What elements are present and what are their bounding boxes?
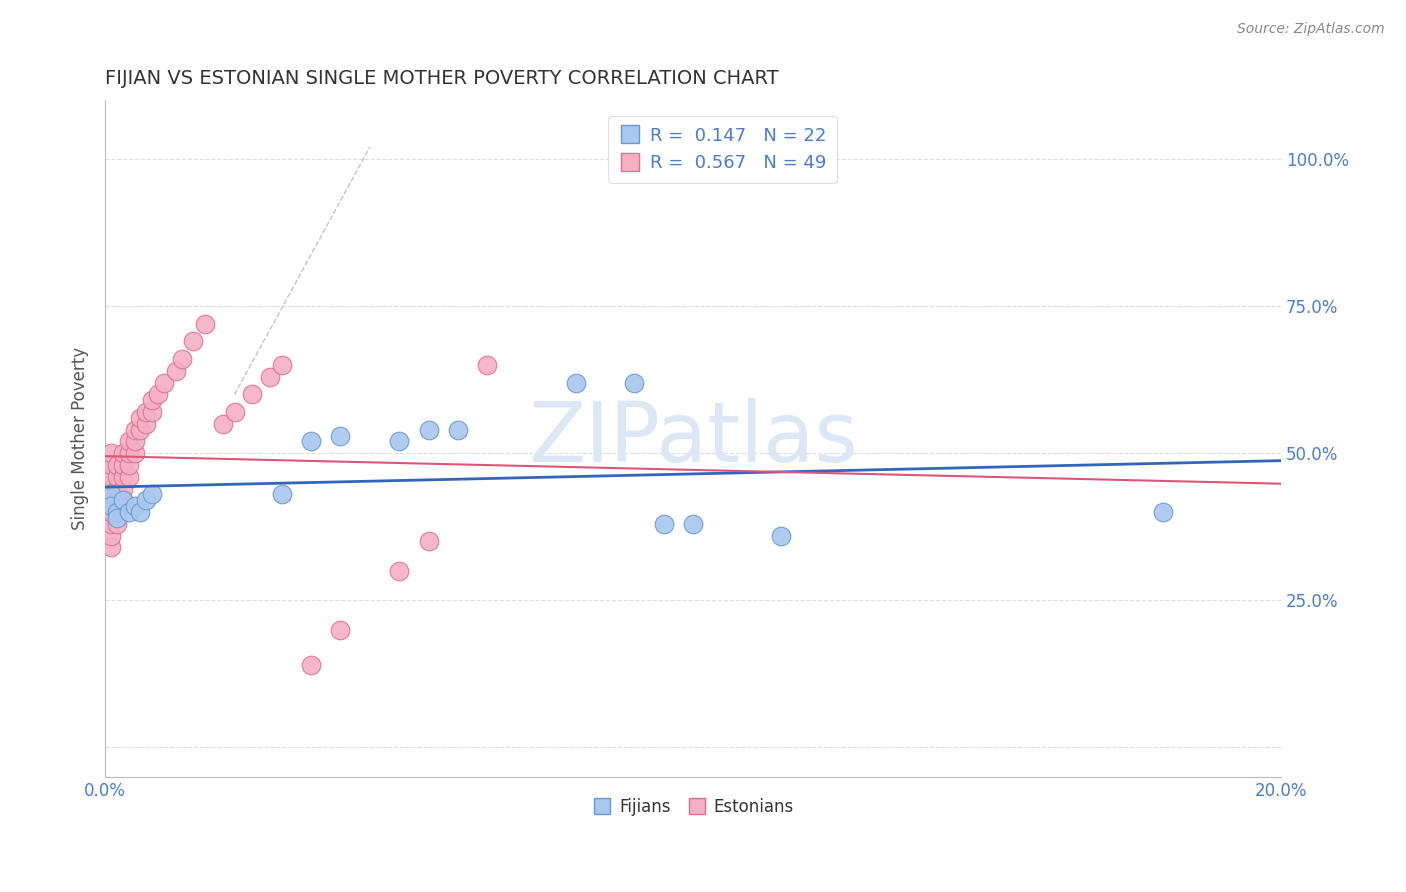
Point — [100, 469, 122, 483]
Point — [111, 458, 134, 472]
Point — [111, 493, 134, 508]
Point — [146, 387, 169, 401]
Point — [270, 487, 292, 501]
Point — [111, 446, 134, 460]
Point — [194, 317, 217, 331]
Point — [118, 434, 141, 449]
Point — [183, 334, 205, 349]
Point — [124, 423, 146, 437]
Point — [165, 364, 187, 378]
Point — [224, 405, 246, 419]
Point — [124, 446, 146, 460]
Point — [105, 511, 128, 525]
Point — [170, 352, 193, 367]
Point — [118, 469, 141, 483]
Point — [100, 505, 122, 519]
Point — [682, 516, 704, 531]
Point — [105, 505, 128, 519]
Point — [388, 434, 411, 449]
Point — [129, 423, 152, 437]
Point — [477, 358, 499, 372]
Point — [652, 516, 675, 531]
Point — [105, 516, 128, 531]
Point — [100, 482, 122, 496]
Point — [135, 405, 157, 419]
Point — [105, 482, 128, 496]
Point — [100, 499, 122, 513]
Legend: Fijians, Estonians: Fijians, Estonians — [585, 791, 800, 822]
Point — [118, 446, 141, 460]
Point — [141, 487, 163, 501]
Point — [299, 434, 322, 449]
Point — [135, 493, 157, 508]
Point — [100, 541, 122, 555]
Point — [418, 534, 440, 549]
Point — [240, 387, 263, 401]
Point — [111, 493, 134, 508]
Point — [111, 482, 134, 496]
Point — [259, 369, 281, 384]
Point — [447, 423, 470, 437]
Point — [105, 458, 128, 472]
Point — [329, 623, 352, 637]
Point — [105, 505, 128, 519]
Point — [623, 376, 645, 390]
Point — [153, 376, 176, 390]
Point — [418, 423, 440, 437]
Point — [129, 505, 152, 519]
Text: Source: ZipAtlas.com: Source: ZipAtlas.com — [1237, 22, 1385, 37]
Point — [388, 564, 411, 578]
Point — [100, 458, 122, 472]
Point — [100, 446, 122, 460]
Point — [141, 393, 163, 408]
Point — [329, 428, 352, 442]
Point — [100, 487, 122, 501]
Point — [100, 528, 122, 542]
Point — [770, 528, 793, 542]
Text: FIJIAN VS ESTONIAN SINGLE MOTHER POVERTY CORRELATION CHART: FIJIAN VS ESTONIAN SINGLE MOTHER POVERTY… — [105, 69, 779, 87]
Point — [564, 376, 586, 390]
Point — [211, 417, 233, 431]
Text: ZIPatlas: ZIPatlas — [529, 398, 858, 479]
Point — [105, 493, 128, 508]
Point — [100, 493, 122, 508]
Point — [270, 358, 292, 372]
Y-axis label: Single Mother Poverty: Single Mother Poverty — [72, 347, 89, 530]
Point — [100, 516, 122, 531]
Point — [124, 434, 146, 449]
Point — [111, 469, 134, 483]
Point — [124, 499, 146, 513]
Point — [118, 505, 141, 519]
Point — [105, 469, 128, 483]
Point — [299, 658, 322, 673]
Point — [141, 405, 163, 419]
Point — [118, 458, 141, 472]
Point — [129, 411, 152, 425]
Point — [1152, 505, 1174, 519]
Point — [135, 417, 157, 431]
